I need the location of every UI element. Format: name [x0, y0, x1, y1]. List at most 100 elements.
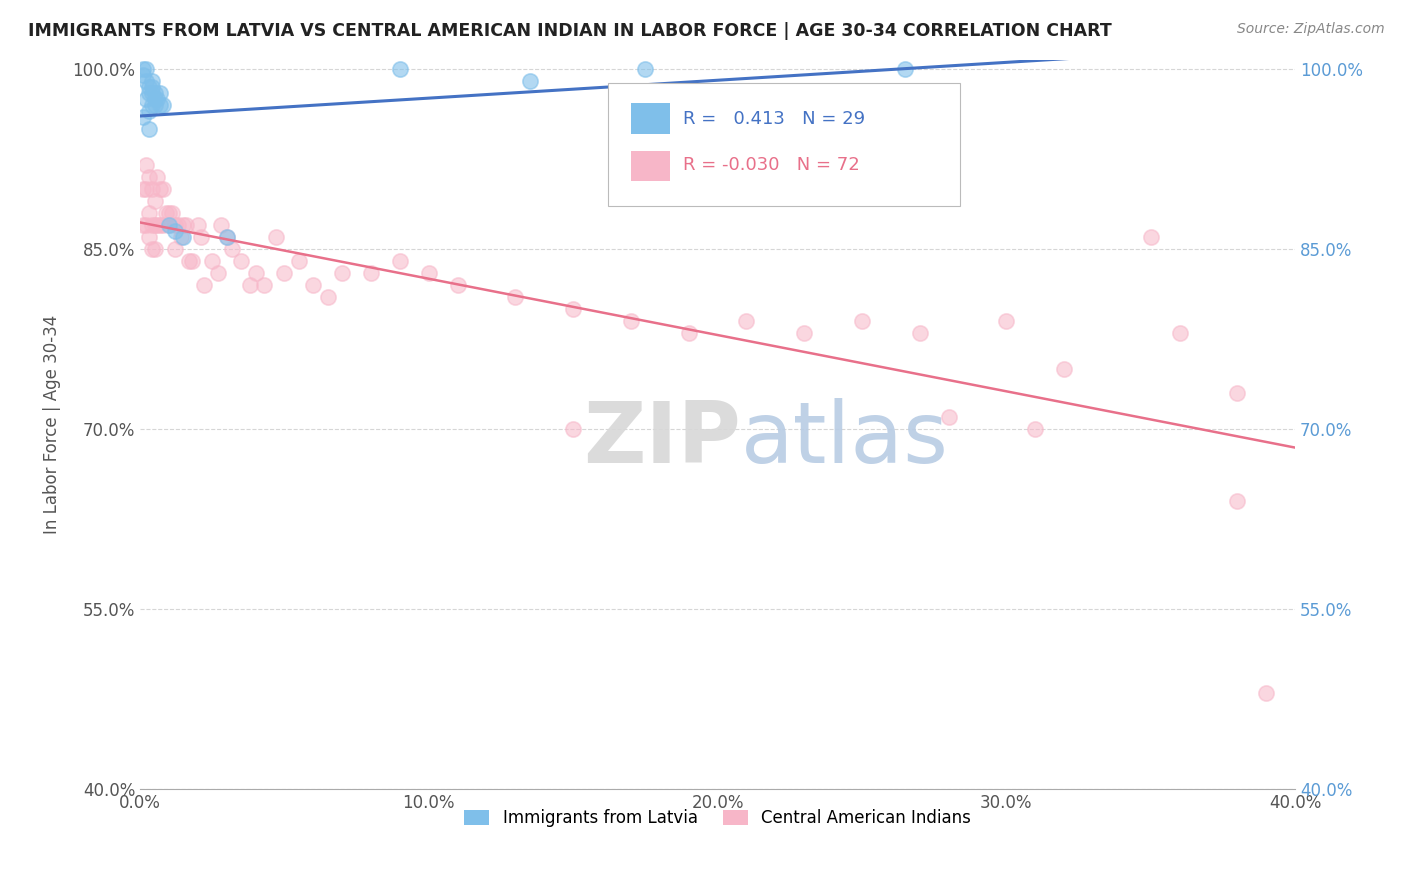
- Point: [143, 242, 166, 256]
- Point: [447, 278, 470, 293]
- Point: [160, 206, 183, 220]
- Point: [166, 218, 188, 232]
- Point: [209, 218, 232, 232]
- Point: [138, 230, 160, 244]
- Legend: Immigrants from Latvia, Central American Indians: Immigrants from Latvia, Central American…: [456, 801, 979, 836]
- Point: [190, 230, 212, 244]
- Point: [141, 242, 163, 256]
- Point: [143, 194, 166, 209]
- Point: [288, 254, 311, 268]
- Point: [141, 86, 163, 100]
- Point: [135, 92, 157, 106]
- Point: [207, 266, 229, 280]
- Point: [253, 278, 276, 293]
- Point: [215, 230, 238, 244]
- Point: [360, 266, 382, 280]
- Point: [146, 92, 169, 106]
- Point: [179, 254, 201, 268]
- FancyBboxPatch shape: [607, 83, 960, 205]
- Point: [231, 254, 253, 268]
- Point: [562, 422, 585, 436]
- Point: [169, 230, 191, 244]
- Point: [143, 86, 166, 100]
- Text: R = -0.030   N = 72: R = -0.030 N = 72: [683, 156, 859, 175]
- Point: [152, 182, 174, 196]
- Point: [149, 182, 172, 196]
- Point: [1226, 494, 1249, 508]
- Point: [132, 218, 155, 232]
- Point: [620, 314, 643, 328]
- Point: [146, 218, 169, 232]
- Point: [894, 62, 917, 77]
- Point: [505, 290, 527, 304]
- Point: [149, 86, 172, 100]
- Point: [135, 62, 157, 77]
- Point: [316, 290, 339, 304]
- Point: [163, 218, 186, 232]
- Text: IMMIGRANTS FROM LATVIA VS CENTRAL AMERICAN INDIAN IN LABOR FORCE | AGE 30-34 COR: IMMIGRANTS FROM LATVIA VS CENTRAL AMERIC…: [28, 22, 1112, 40]
- Point: [138, 122, 160, 136]
- Point: [678, 326, 700, 341]
- Point: [634, 62, 657, 77]
- Point: [388, 62, 411, 77]
- Point: [273, 266, 295, 280]
- Point: [152, 218, 174, 232]
- Point: [562, 302, 585, 317]
- Point: [330, 266, 353, 280]
- Text: R =   0.413   N = 29: R = 0.413 N = 29: [683, 110, 865, 128]
- Point: [135, 158, 157, 172]
- Point: [143, 92, 166, 106]
- Point: [201, 254, 224, 268]
- Point: [141, 182, 163, 196]
- Point: [149, 98, 172, 112]
- Point: [908, 326, 931, 341]
- Point: [149, 218, 172, 232]
- Point: [1168, 326, 1191, 341]
- Point: [143, 98, 166, 112]
- Point: [1256, 686, 1278, 700]
- Point: [1024, 422, 1046, 436]
- Point: [141, 80, 163, 95]
- Point: [163, 224, 186, 238]
- Point: [138, 170, 160, 185]
- Point: [132, 68, 155, 82]
- FancyBboxPatch shape: [631, 103, 671, 134]
- Point: [157, 218, 180, 232]
- Text: atlas: atlas: [741, 398, 949, 481]
- Point: [519, 74, 541, 88]
- Text: ZIP: ZIP: [583, 398, 741, 481]
- Point: [138, 80, 160, 95]
- Point: [135, 218, 157, 232]
- Point: [138, 104, 160, 119]
- Point: [181, 254, 204, 268]
- Point: [141, 98, 163, 112]
- Point: [418, 266, 440, 280]
- Point: [157, 206, 180, 220]
- Point: [163, 242, 186, 256]
- FancyBboxPatch shape: [631, 151, 671, 181]
- Point: [135, 74, 157, 88]
- Point: [1053, 362, 1076, 376]
- Point: [157, 218, 180, 232]
- Point: [215, 230, 238, 244]
- Point: [995, 314, 1018, 328]
- Point: [141, 218, 163, 232]
- Point: [1139, 230, 1161, 244]
- Point: [174, 218, 197, 232]
- Y-axis label: In Labor Force | Age 30-34: In Labor Force | Age 30-34: [44, 315, 60, 534]
- Point: [146, 170, 169, 185]
- Point: [245, 266, 267, 280]
- Point: [302, 278, 325, 293]
- Point: [221, 242, 243, 256]
- Point: [172, 230, 194, 244]
- Point: [152, 98, 174, 112]
- Point: [138, 86, 160, 100]
- Point: [172, 218, 194, 232]
- Point: [264, 230, 287, 244]
- Point: [1226, 386, 1249, 401]
- Point: [135, 182, 157, 196]
- Point: [132, 110, 155, 124]
- Point: [132, 182, 155, 196]
- Point: [793, 326, 815, 341]
- Point: [141, 74, 163, 88]
